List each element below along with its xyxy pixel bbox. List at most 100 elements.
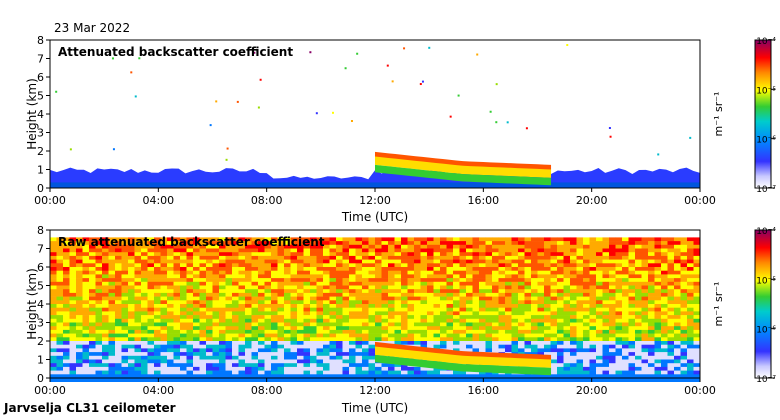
noise-cell: [388, 322, 395, 327]
noise-cell: [69, 259, 77, 264]
noise-cell: [154, 322, 161, 327]
noise-cell: [349, 289, 356, 294]
noise-cell: [180, 366, 187, 371]
noise-cell: [563, 378, 571, 382]
noise-cell: [518, 289, 525, 294]
noise-cell: [557, 355, 564, 360]
noise-cell: [407, 270, 415, 275]
noise-cell: [628, 337, 636, 342]
noise-cell: [310, 366, 317, 371]
noise-cell: [589, 374, 597, 379]
noise-cell: [50, 329, 57, 334]
noise-cell: [141, 326, 148, 331]
noise-cell: [264, 237, 272, 242]
noise-cell: [173, 244, 181, 249]
noise-cell: [407, 315, 415, 320]
noise-cell: [69, 296, 77, 301]
noise-cell: [661, 263, 668, 268]
noise-cell: [310, 285, 317, 290]
noise-cell: [147, 348, 155, 353]
noise-cell: [316, 300, 324, 305]
noise-cell: [654, 329, 662, 334]
noise-cell: [505, 259, 512, 264]
noise-cell: [258, 348, 265, 353]
noise-cell: [56, 366, 64, 371]
noise-cell: [134, 326, 142, 331]
noise-cell: [245, 307, 252, 312]
noise-cell: [89, 348, 96, 353]
noise-cell: [563, 326, 571, 331]
noise-cell: [589, 252, 597, 257]
noise-cell: [687, 318, 694, 323]
noise-cell: [342, 333, 350, 338]
noise-cell: [492, 285, 499, 290]
noise-cell: [277, 255, 285, 260]
noise-cell: [154, 300, 161, 305]
noise-cell: [180, 315, 187, 320]
noise-cell: [323, 370, 330, 375]
noise-cell: [518, 300, 525, 305]
noise-cell: [173, 263, 181, 268]
noise-cell: [466, 311, 473, 316]
noise-cell: [589, 315, 597, 320]
noise-cell: [199, 370, 207, 375]
noise-cell: [498, 244, 506, 249]
noise-cell: [245, 370, 252, 375]
noise-cell: [654, 237, 662, 242]
noise-cell: [570, 333, 577, 338]
noise-cell: [544, 263, 551, 268]
noise-cell: [576, 237, 584, 242]
noise-cell: [76, 337, 83, 342]
noise-cell: [531, 333, 538, 338]
noise-cell: [550, 352, 558, 357]
noise-cell: [466, 252, 473, 257]
noise-cell: [199, 296, 207, 301]
noise-cell: [427, 244, 434, 249]
x-tick-label: 20:00: [576, 194, 608, 207]
noise-cell: [680, 363, 688, 368]
noise-cell: [680, 352, 688, 357]
noise-cell: [316, 267, 324, 271]
noise-cell: [264, 359, 272, 364]
noise-cell: [368, 348, 376, 353]
noise-cell: [121, 318, 129, 323]
noise-cell: [609, 252, 616, 257]
noise-cell: [550, 348, 558, 353]
noise-cell: [635, 289, 642, 294]
noise-cell: [583, 326, 590, 331]
noise-cell: [121, 237, 129, 242]
noise-cell: [368, 352, 376, 357]
noise-cell: [147, 241, 155, 246]
noise-cell: [394, 326, 402, 331]
noise-cell: [154, 263, 161, 268]
noise-cell: [440, 378, 447, 382]
noise-cell: [433, 270, 441, 275]
noise-cell: [206, 278, 213, 283]
noise-cell: [440, 274, 447, 279]
noise-cell: [524, 378, 532, 382]
noise-cell: [290, 326, 298, 331]
noise-cell: [615, 355, 623, 360]
noise-cell: [219, 304, 226, 308]
noise-cell: [63, 259, 70, 264]
noise-cell: [563, 363, 571, 368]
noise-cell: [648, 304, 655, 308]
noise-cell: [303, 333, 311, 338]
noise-cell: [355, 281, 363, 286]
noise-cell: [245, 341, 252, 345]
noise-cell: [687, 370, 694, 375]
noise-cell: [264, 333, 272, 338]
noise-cell: [576, 311, 584, 316]
noise-cell: [511, 241, 519, 246]
noise-cell: [570, 370, 577, 375]
noise-cell: [498, 259, 506, 264]
noise-cell: [362, 278, 369, 283]
noise-cell: [154, 337, 161, 342]
noise-cell: [206, 296, 213, 301]
noise-cell: [628, 355, 636, 360]
noise-cell: [160, 322, 168, 327]
noise-cell: [258, 329, 265, 334]
noise-cell: [76, 255, 83, 260]
noise-cell: [557, 289, 564, 294]
noise-cell: [199, 292, 207, 297]
